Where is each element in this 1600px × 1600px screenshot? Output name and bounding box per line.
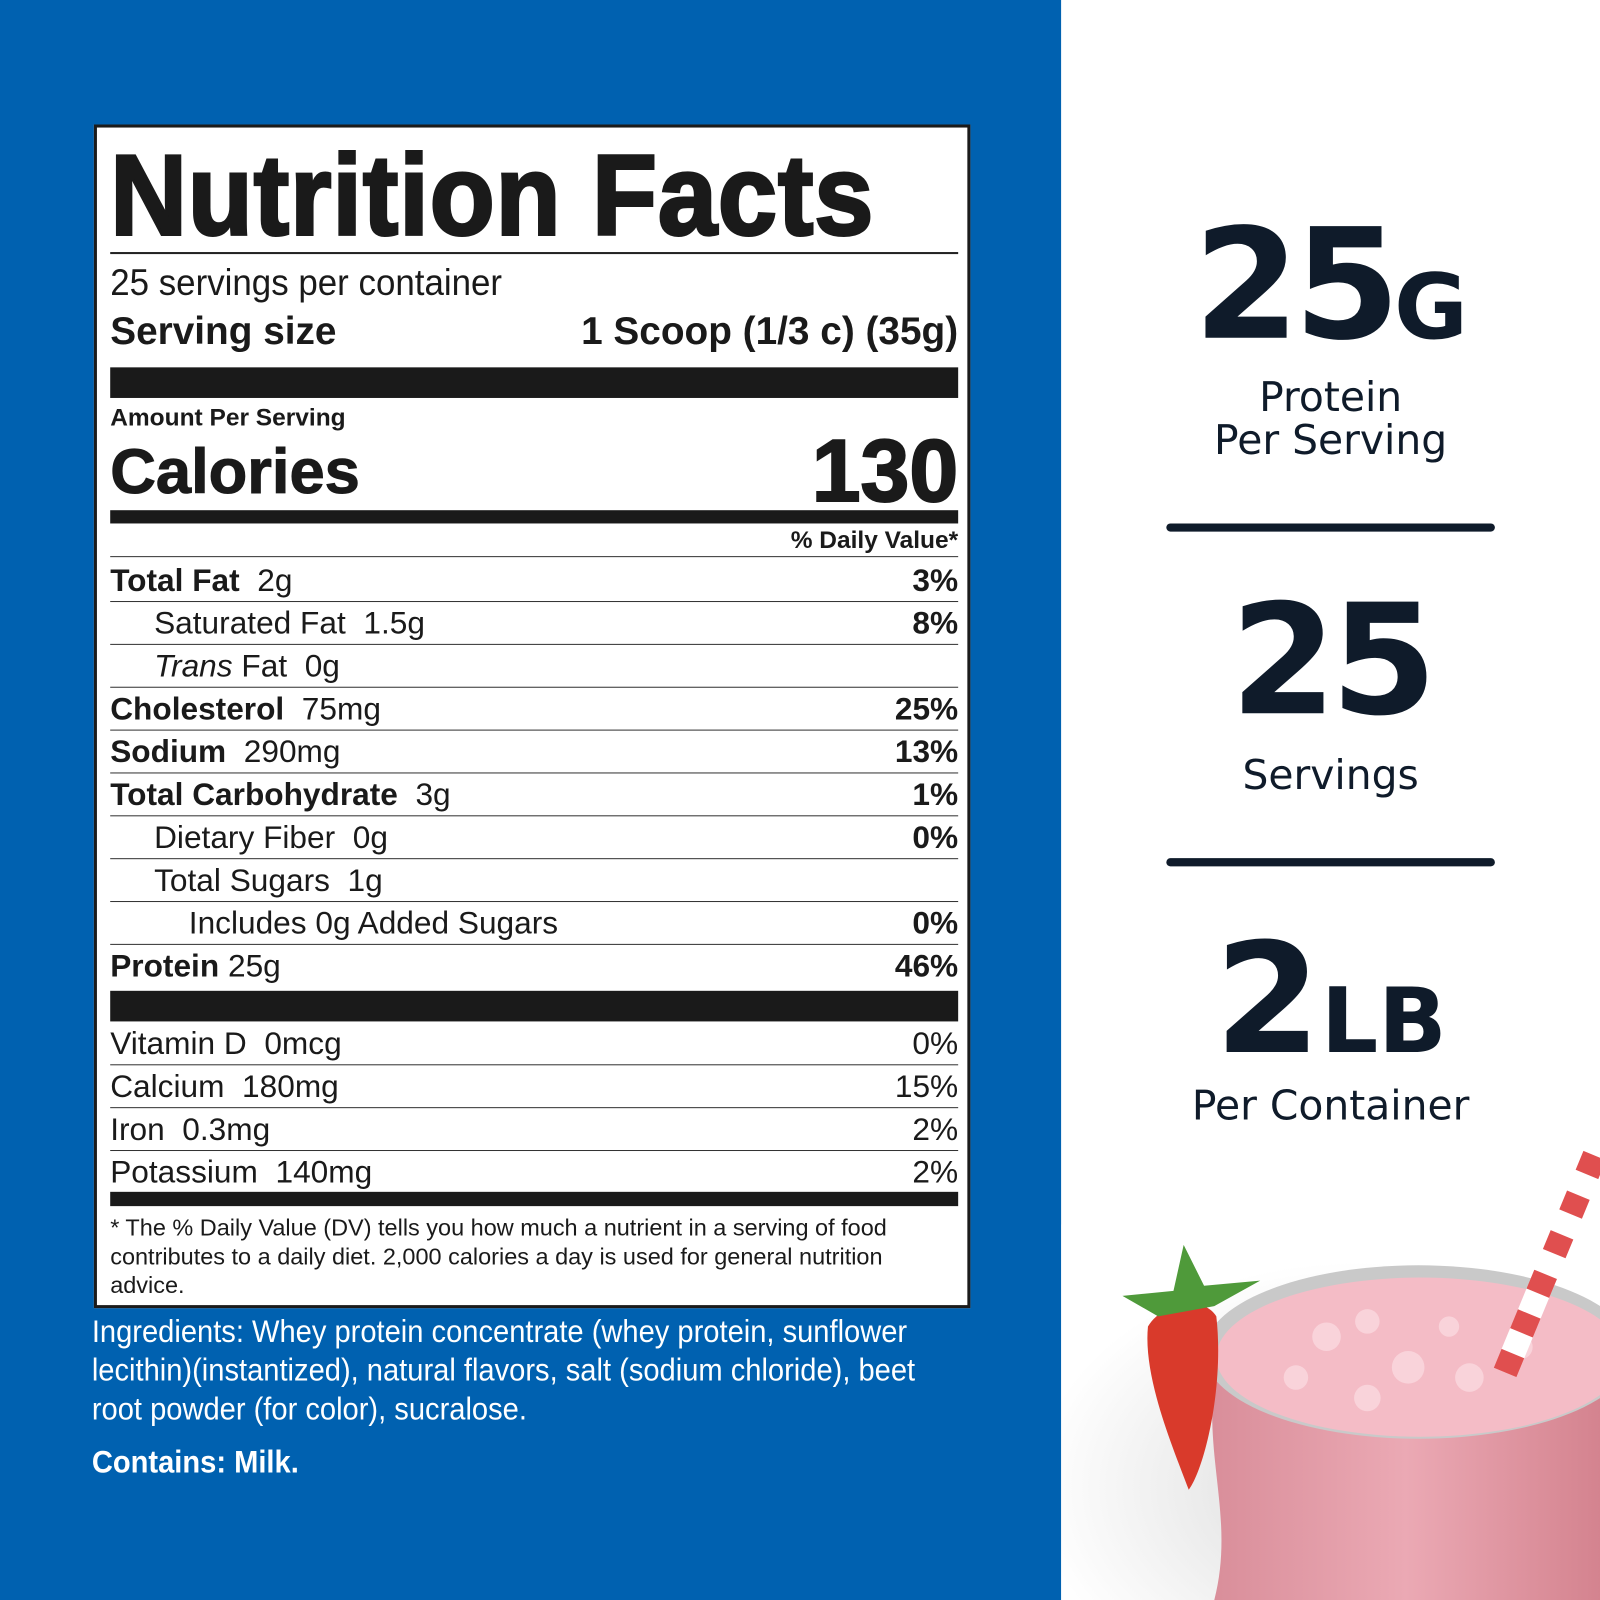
nutrient-name: Dietary Fiber — [154, 819, 336, 856]
vitamin-row-calcium: Calcium 180mg 15% — [110, 1064, 959, 1109]
calories-row: Calories 130 — [110, 424, 959, 518]
vitamin-row-potassium: Potassium 140mg 2% — [110, 1150, 958, 1193]
weight-value: 2 — [1214, 911, 1322, 1089]
strawberry-icon — [1122, 1244, 1261, 1490]
nutrient-dv: 1% — [912, 776, 959, 813]
bubbles — [1283, 1309, 1533, 1412]
nutrient-amount: 290mg — [243, 733, 341, 770]
weight-caption: Per Container — [1191, 1082, 1470, 1130]
nutrient-dv: 8% — [912, 605, 959, 641]
nutrient-amount: 2g — [257, 562, 293, 598]
vitamin-dv: 2% — [912, 1154, 959, 1190]
footnote: * The % Daily Value (DV) tells you how m… — [110, 1214, 887, 1298]
servings-caption: Servings — [1242, 752, 1419, 799]
weight-highlight: 2LB — [1061, 918, 1600, 1103]
thick-divider — [110, 990, 959, 1022]
nutrient-dv: 0% — [912, 819, 959, 856]
vitamin-dv: 2% — [912, 1111, 959, 1147]
nutrient-row-saturated-fat: Saturated Fat 1.5g 8% — [110, 601, 959, 645]
left-panel: Nutrition Facts 25 servings per containe… — [0, 0, 1062, 1600]
protein-value: 25 — [1193, 196, 1400, 375]
serving-size-label: Serving size — [110, 310, 337, 354]
medium-divider — [110, 510, 959, 524]
nutrient-row-dietary-fiber: Dietary Fiber 0g 0% — [110, 815, 959, 860]
thick-divider — [110, 367, 959, 398]
nutrient-row-protein: Protein 25g 46% — [110, 944, 958, 987]
nutrient-dv: 13% — [894, 733, 959, 770]
calories-label: Calories — [110, 436, 361, 508]
daily-value-header: % Daily Value* — [790, 526, 959, 555]
nutrient-row-added-sugars: Includes 0g Added Sugars 0% — [110, 901, 959, 945]
nutrient-amount: 0g — [304, 647, 340, 684]
nutrient-dv: 25% — [894, 690, 959, 727]
servings-value: 25 — [1230, 572, 1437, 750]
nutrient-name: Total Fat — [110, 562, 240, 598]
nutrient-name: Cholesterol — [110, 690, 285, 727]
servings-per-container: 25 servings per container — [110, 261, 503, 304]
protein-highlight: 25G — [1061, 204, 1600, 389]
right-panel: 25G Protein Per Serving 25 Servings 2LB … — [1061, 0, 1600, 1600]
separator — [1166, 523, 1495, 532]
nutrient-name: Saturated Fat — [154, 605, 346, 641]
vitamin-name: Potassium — [110, 1154, 258, 1190]
nutrient-amount: 25g — [227, 947, 281, 984]
nutrient-row-trans-fat: Trans Fat 0g — [110, 644, 959, 688]
vitamin-name: Vitamin D — [110, 1025, 247, 1062]
serving-size-row: Serving size 1 Scoop (1/3 c) (35g) — [110, 309, 958, 354]
nutrient-name: Trans — [154, 647, 233, 684]
vitamin-amount: 180mg — [242, 1068, 339, 1105]
divider — [110, 252, 959, 255]
nutrient-name: Total Carbohydrate — [110, 776, 398, 813]
nutrient-name: Sodium — [110, 733, 227, 770]
label-title: Nutrition Facts — [109, 131, 875, 260]
protein-caption-2: Per Serving — [1214, 417, 1448, 465]
nutrient-row-cholesterol: Cholesterol 75mg 25% — [110, 687, 959, 731]
nutrient-amount: 1g — [347, 862, 383, 898]
vitamin-dv: 0% — [912, 1025, 959, 1062]
weight-unit: LB — [1321, 968, 1447, 1074]
nutrient-amount: 1.5g — [363, 605, 425, 641]
serving-size-value: 1 Scoop (1/3 c) (35g) — [581, 310, 959, 354]
vitamin-dv: 15% — [894, 1068, 959, 1105]
nutrient-name: Protein — [110, 947, 220, 984]
nutrient-row-total-carbohydrate: Total Carbohydrate 3g 1% — [110, 772, 959, 817]
nutrient-row-total-fat: Total Fat 2g 3% — [110, 558, 959, 603]
nutrient-amount: 3g — [415, 776, 451, 813]
vitamin-amount: 0mcg — [264, 1025, 342, 1062]
nutrition-facts-label: Nutrition Facts 25 servings per containe… — [93, 124, 971, 1309]
amount-per-serving: Amount Per Serving — [110, 404, 346, 432]
vitamin-amount: 140mg — [275, 1154, 373, 1190]
nutrient-dv: 0% — [912, 905, 959, 941]
nutrient-row-total-sugars: Total Sugars 1g — [110, 858, 959, 903]
nutrient-dv: 46% — [894, 947, 959, 984]
nutrient-amount: 75mg — [301, 690, 381, 727]
strawberry-shake-image — [1061, 1138, 1600, 1600]
protein-caption-1: Protein — [1259, 374, 1403, 422]
daily-value-header-row: % Daily Value* — [110, 523, 959, 558]
vitamin-amount: 0.3mg — [182, 1111, 271, 1147]
nutrient-name: Includes 0g Added Sugars — [188, 905, 559, 941]
ingredients-text: Ingredients: Whey protein concentrate (w… — [91, 1313, 916, 1427]
vitamin-row-iron: Iron 0.3mg 2% — [110, 1107, 959, 1152]
separator — [1166, 858, 1495, 867]
medium-divider — [110, 1191, 959, 1207]
calories-value: 130 — [811, 422, 959, 521]
nutrient-row-sodium: Sodium 290mg 13% — [110, 730, 959, 774]
vitamin-name: Calcium — [110, 1068, 225, 1105]
nutrient-name-rest: Fat — [241, 647, 288, 684]
vitamin-name: Iron — [110, 1111, 165, 1147]
protein-unit: G — [1394, 254, 1468, 360]
nutrient-amount: 0g — [352, 819, 388, 856]
straw-icon — [1493, 1138, 1600, 1378]
allergen-statement: Contains: Milk. — [91, 1443, 299, 1480]
nutrient-dv: 3% — [912, 562, 959, 598]
vitamin-row-vitamin-d: Vitamin D 0mcg 0% — [110, 1021, 959, 1066]
nutrient-name: Total Sugars — [154, 862, 330, 898]
